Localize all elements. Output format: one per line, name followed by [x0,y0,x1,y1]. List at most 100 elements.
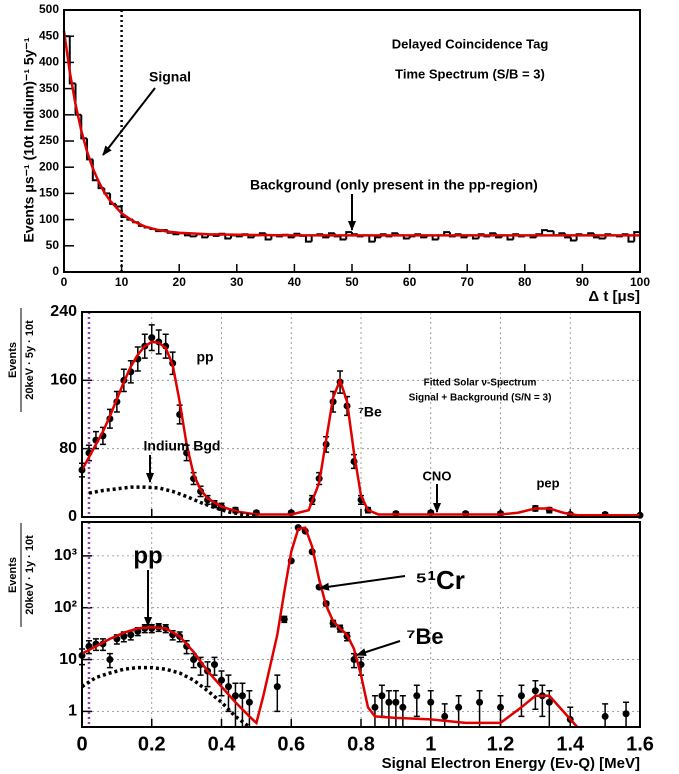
data-point [211,661,219,669]
x-tick-label: 30 [230,275,244,289]
annotation-arrow [319,575,406,591]
data-point [392,698,400,706]
x-tick-label: 70 [461,275,475,289]
data-point [385,698,393,706]
x-tick-label: 10 [115,275,129,289]
data-point [127,631,135,639]
y-tick-label: 250 [39,133,59,147]
y-tick-label: 450 [39,28,59,42]
histogram-bin [201,234,208,239]
annotation-arrow [102,87,156,156]
y-tick-label: 1 [68,703,77,720]
x-tick-label: 40 [288,275,302,289]
y-tick-label: 160 [50,372,77,389]
data-point [106,656,114,664]
x-tick-label: 1 [425,733,436,755]
annotation: Signal [149,69,191,85]
y-tick-label: 10 [59,651,77,668]
y-tick-label: 0 [52,264,59,278]
fit-curve [81,526,579,728]
histogram-bin [351,232,358,236]
plot-frame [63,9,641,273]
panel: 0 10 20 30 40 50 60 70 80 90 100 0 50 100 150 200 250 300… [21,2,651,305]
x-tick-label: 0.2 [138,733,166,755]
data-point [476,698,484,706]
error-bar [246,690,253,728]
x-tick-label: 0.4 [208,733,237,755]
histogram-bin [80,114,88,140]
histogram-bin [304,235,312,243]
data-point [545,698,553,706]
x-tick-label: 1.6 [626,733,654,755]
annotation: ⁷Be [406,624,443,649]
histogram-bin [506,235,514,241]
y-tick-label: 500 [39,2,59,16]
error-bar [385,690,392,728]
fit-curve [80,340,640,517]
panel: 0 0.2 0.4 0.6 0.8 1 1.2 1.4 1.6 1 10 10² 10³ pp ⁵¹Cr ⁷B… [7,521,654,772]
x-tick-label: 0 [76,733,87,755]
y-tick-label: 300 [39,107,59,121]
data-point [622,710,630,718]
data-point [378,692,386,700]
histogram-bin [74,83,82,116]
histogram-bin [68,36,76,85]
histogram-bin [546,230,554,233]
x-tick-label: 0 [61,275,68,289]
x-tick-label: 20 [173,275,187,289]
annotation: pp [196,349,213,365]
y-tick-label: 0 [68,508,77,525]
y-tick-label: 240 [50,303,77,320]
x-tick-label: 0.8 [347,733,375,755]
y-tick-label: 200 [39,159,59,173]
histogram-bin [368,235,376,243]
histogram-bin [569,237,577,242]
histogram-bin [598,237,606,240]
data-point [413,692,421,700]
error-bar [274,674,281,713]
x-tick-label: 100 [630,275,650,289]
data-point [224,683,232,691]
y-axis-label: Events 20keV · 1y · 10t [7,523,36,627]
error-bar [427,690,434,728]
histogram-bin [541,229,548,235]
x-tick-label: 90 [576,275,590,289]
error-bar [399,695,406,728]
error-bar [539,684,546,718]
data-point [218,676,225,684]
y-label-numerator: Events [7,557,19,593]
data-point [531,687,539,695]
annotation: CNO [423,468,452,483]
data-point [399,703,407,711]
x-tick-label: 50 [345,275,359,289]
error-bar [392,690,399,728]
background-curve [81,665,251,729]
histogram-bin [345,231,352,240]
annotation: Signal + Background (S/N = 3) [409,393,552,404]
y-tick-label: 10² [54,599,77,616]
background-curve [88,485,257,518]
data-point [497,703,504,711]
histogram-bin [627,234,635,243]
plot-frame [81,311,641,518]
x-axis-label: Δ t [μs] [588,288,640,305]
histogram-bin [408,235,416,239]
error-bar [378,684,385,718]
histogram-bin [431,235,439,241]
error-bar [476,690,483,728]
x-axis-label: Signal Electron Energy (Eν-Q) [MeV] [382,755,640,772]
data-point [238,692,246,700]
data-point [273,683,281,691]
x-tick-label: 1.4 [556,733,585,755]
annotation: pep [536,475,559,490]
y-axis-label: Events 20keV · 5y · 10t [7,308,36,412]
annotation-arrow [356,640,401,657]
annotation: ⁷Be [358,404,382,420]
error-bar [413,684,420,718]
y-tick-label: 10³ [54,547,77,564]
fit-curve [62,30,640,237]
data-point [371,703,379,711]
annotation: ⁵¹Cr [415,565,465,595]
data-point [427,698,435,706]
